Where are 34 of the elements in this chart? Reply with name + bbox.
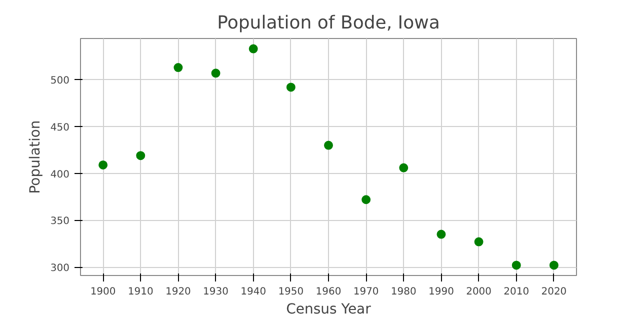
y-tick-label: 500 xyxy=(50,76,70,87)
point xyxy=(98,160,108,170)
x-tick-label: 1990 xyxy=(428,286,454,298)
point xyxy=(136,151,146,160)
y-axis-title: Population xyxy=(27,120,44,194)
point xyxy=(474,237,484,246)
point xyxy=(549,260,558,270)
x-tick-label: 2000 xyxy=(466,286,492,298)
x-tick-label: 1910 xyxy=(128,286,154,298)
point xyxy=(512,260,521,270)
x-tick-label: 1920 xyxy=(165,286,191,298)
y-tick-label: 450 xyxy=(50,122,70,134)
point xyxy=(248,44,258,54)
y-tick-label: 350 xyxy=(50,216,70,228)
x-tick-label: 1950 xyxy=(278,286,304,298)
point xyxy=(324,140,333,150)
point xyxy=(211,68,220,78)
y-tick-label: 400 xyxy=(50,169,70,180)
point xyxy=(399,163,408,172)
point xyxy=(436,230,446,239)
chart-title: Population of Bode, Iowa xyxy=(217,12,440,34)
x-tick-label: 1900 xyxy=(90,286,116,298)
y-tick-label: 300 xyxy=(50,263,70,274)
x-tick-label: 1970 xyxy=(353,286,379,298)
x-tick-label: 2020 xyxy=(541,286,567,298)
x-axis-title: Census Year xyxy=(286,302,372,318)
point xyxy=(286,82,296,92)
x-tick-label: 1960 xyxy=(316,286,342,298)
point xyxy=(362,195,371,204)
x-tick-label: 1940 xyxy=(240,286,266,298)
x-tick-label: 1980 xyxy=(390,286,416,298)
x-tick-label: 1930 xyxy=(203,286,228,298)
x-tick-label: 2010 xyxy=(504,286,530,298)
point xyxy=(174,63,183,72)
